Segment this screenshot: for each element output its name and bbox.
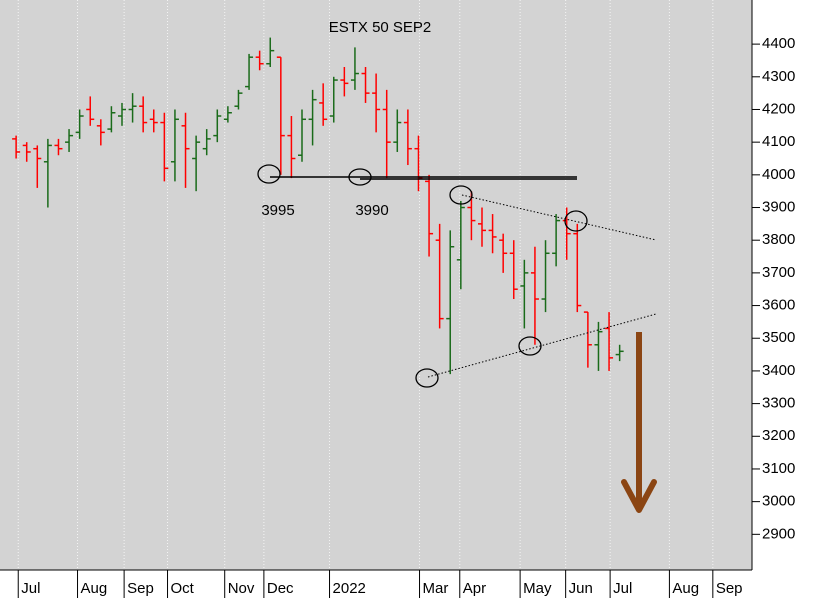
bars [12, 37, 624, 375]
circle [257, 164, 281, 184]
circle [415, 368, 439, 388]
y-tick-label: 3400 [762, 362, 795, 379]
x-tick-label: Apr [463, 580, 486, 597]
x-tick-label: Sep [716, 580, 743, 597]
x-tick-label: Sep [127, 580, 154, 597]
circle [348, 168, 372, 186]
y-tick-label: 3600 [762, 297, 795, 314]
trend-line [427, 313, 657, 378]
x-tick-label: 2022 [333, 580, 366, 597]
down-arrow [621, 332, 657, 513]
y-tick-label: 4400 [762, 35, 795, 52]
y-tick-label: 3200 [762, 427, 795, 444]
x-tick-label: Oct [171, 580, 195, 597]
y-tick-label: 3700 [762, 264, 795, 281]
y-tick-label: 3500 [762, 329, 795, 346]
y-tick-label: 3800 [762, 231, 795, 248]
y-tick-label: 4100 [762, 133, 795, 150]
y-tick-label: 3000 [762, 493, 795, 510]
x-tick-label: Jul [613, 580, 632, 597]
x-tick-label: Aug [81, 580, 108, 597]
x-tick-label: Jun [569, 580, 593, 597]
y-tick-label: 4300 [762, 68, 795, 85]
y-tick-label: 3100 [762, 460, 795, 477]
x-tick-label: Mar [423, 580, 449, 597]
annotation: 3995 [261, 202, 294, 219]
circle [518, 336, 542, 356]
x-tick-label: Dec [267, 580, 294, 597]
y-tick-label: 3900 [762, 198, 795, 215]
grid [17, 0, 714, 570]
circles [257, 164, 588, 388]
x-tick-label: Jul [21, 580, 40, 597]
y-tick-label: 2900 [762, 525, 795, 542]
x-tick-label: Nov [228, 580, 255, 597]
x-tick-label: Aug [672, 580, 699, 597]
y-tick-label: 3300 [762, 395, 795, 412]
x-tick-label: May [523, 580, 552, 597]
circle [564, 210, 588, 232]
circle [449, 185, 473, 205]
y-tick-label: 4000 [762, 166, 795, 183]
axes: Jul Aug Sep Oct Nov Dec 2022 Mar Apr May Jun Jul Aug… [17, 35, 795, 598]
annotation: 3990 [355, 202, 388, 219]
y-tick-label: 4200 [762, 100, 795, 117]
arrow-head [621, 479, 657, 513]
trend-line [461, 194, 657, 241]
chart-title: ESTX 50 SEP2 [329, 19, 432, 36]
